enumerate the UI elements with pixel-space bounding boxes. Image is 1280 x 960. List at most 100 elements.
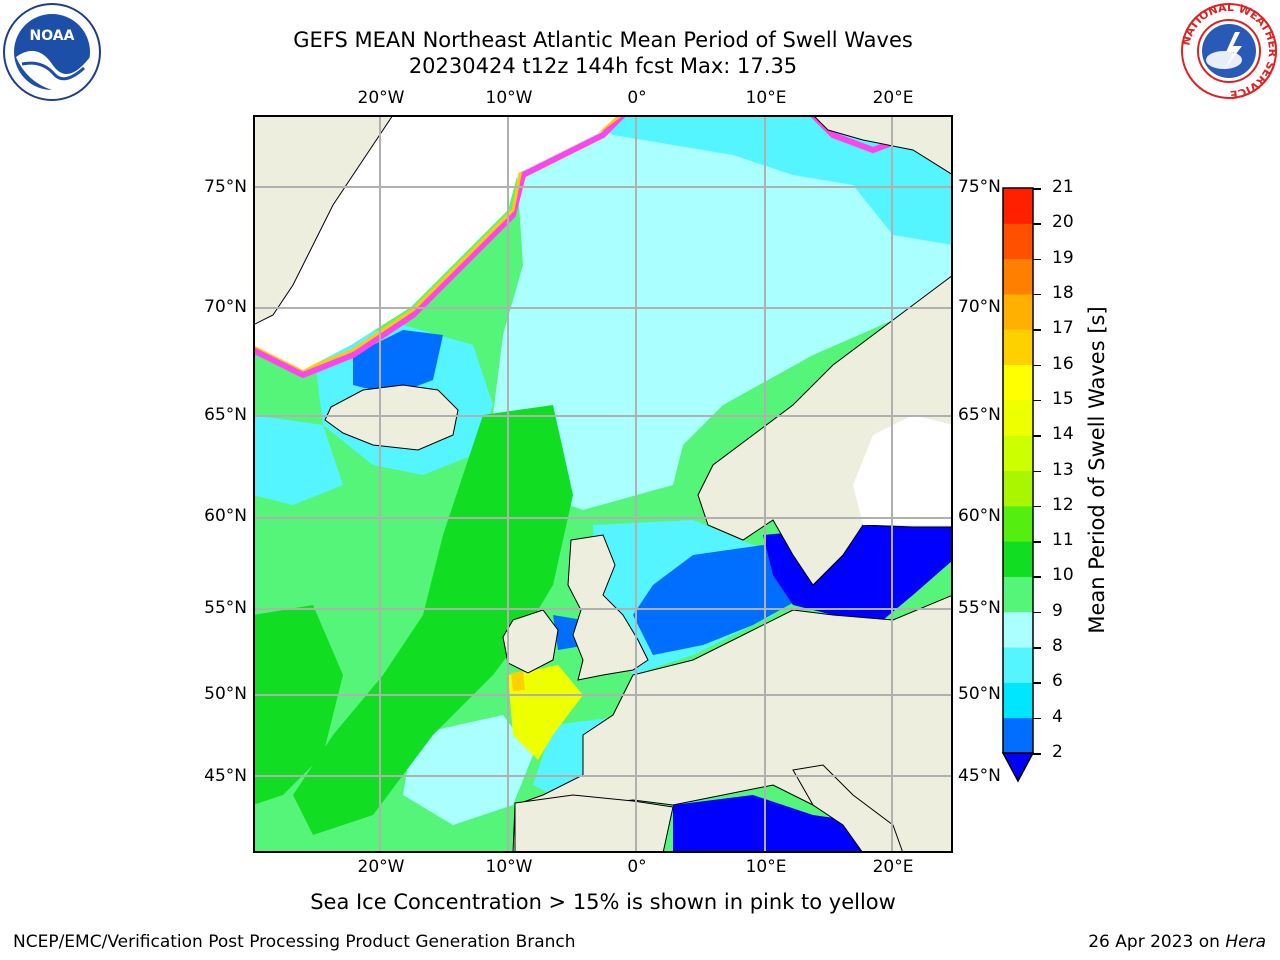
colorbar-tick-label: 15 [1052, 388, 1074, 409]
colorbar-tick [1033, 188, 1041, 190]
lat-label-right: 70°N [958, 297, 1001, 317]
swell-zone-8-9s [403, 715, 533, 825]
colorbar-segment [1003, 293, 1033, 330]
lon-label-bottom: 10°E [745, 857, 787, 877]
swell-zone-10-11s [253, 605, 343, 805]
swell-zone-6-8s [253, 415, 343, 505]
svalbard [812, 115, 953, 176]
lon-label-bottom: 0° [627, 857, 647, 877]
lat-label-left: 60°N [204, 506, 247, 526]
colorbar-segment [1003, 647, 1033, 683]
colorbar-segment [1003, 188, 1033, 224]
swell-zone-16-17s [511, 671, 525, 691]
nws-logo: NATIONAL WEATHER SERVICE [1179, 1, 1279, 101]
colorbar-segment [1003, 435, 1033, 471]
iberia [514, 794, 674, 853]
colorbar-tick [1033, 258, 1041, 261]
colorbar-tick [1033, 399, 1041, 402]
lon-label-bottom: 20°E [872, 857, 914, 877]
colorbar-tick [1033, 435, 1041, 437]
colorbar-tick [1033, 293, 1041, 296]
iceland [324, 384, 459, 451]
lat-label-left: 50°N [204, 684, 247, 704]
colorbar-tick-label: 19 [1052, 247, 1074, 268]
colorbar-tick-label: 8 [1052, 636, 1063, 657]
colorbar-segment [1003, 470, 1033, 507]
swell-zone-2-4s [353, 330, 443, 395]
colorbar-segment [1003, 682, 1033, 719]
lat-label-right: 65°N [958, 405, 1001, 425]
colorbar-tick-label: 20 [1052, 212, 1074, 233]
lon-label-top: 0° [627, 88, 647, 108]
lat-label-right: 45°N [958, 766, 1001, 786]
swell-zone-8-9s [493, 115, 953, 510]
lon-label-top: 20°E [872, 88, 914, 108]
gulf-mask [853, 415, 953, 525]
colorbar [1001, 187, 1035, 783]
colorbar-tick [1033, 647, 1041, 649]
colorbar-tick-label: 11 [1052, 530, 1074, 551]
lat-label-left: 65°N [204, 405, 247, 425]
lat-label-left: 70°N [204, 297, 247, 317]
colorbar-tick-label: 18 [1052, 282, 1074, 303]
colorbar-segment [1003, 505, 1033, 542]
lon-label-bottom: 20°W [357, 857, 405, 877]
swell-zone-10-11s [293, 405, 573, 835]
colorbar-tick-label: 2 [1052, 742, 1063, 762]
colorbar-extension [1003, 753, 1033, 781]
swell-zone-14-16s [508, 665, 583, 760]
colorbar-segment [1003, 329, 1033, 366]
footer-date-text: 26 Apr 2023 on [1088, 932, 1226, 952]
ireland [502, 609, 559, 674]
colorbar-tick-label: 21 [1052, 177, 1074, 197]
swell-period-map [253, 115, 953, 853]
lon-label-top: 20°W [357, 88, 405, 108]
noaa-logo: NOAA [2, 2, 102, 102]
graticule [253, 115, 953, 853]
colorbar-segment [1003, 576, 1033, 613]
sea-ice-edge [253, 115, 626, 379]
colorbar-segment [1003, 399, 1033, 436]
colorbar-tick [1033, 717, 1041, 720]
colorbar-tick [1033, 611, 1041, 614]
colorbar-tick-label: 13 [1052, 459, 1074, 480]
colorbar-tick-label: 14 [1052, 424, 1074, 445]
colorbar-tick [1033, 576, 1041, 578]
colorbar-tick [1033, 364, 1041, 367]
map-frame [253, 115, 953, 853]
lon-label-bottom: 10°W [485, 857, 533, 877]
colorbar-segment [1003, 223, 1033, 260]
chart-title: GEFS MEAN Northeast Atlantic Mean Period… [293, 28, 913, 52]
colorbar-tick [1033, 505, 1041, 508]
colorbar-tick-label: 10 [1052, 565, 1074, 586]
colorbar-tick-label: 9 [1052, 600, 1063, 621]
colorbar-tick-label: 6 [1052, 671, 1063, 692]
colorbar-tick-label: 4 [1052, 706, 1063, 727]
lat-label-left: 55°N [204, 598, 247, 618]
chart-subtitle: 20230424 t12z 144h fcst Max: 17.35 [408, 54, 798, 78]
lat-label-left: 75°N [204, 177, 247, 197]
lon-label-top: 10°W [485, 88, 533, 108]
colorbar-segment [1003, 717, 1033, 754]
colorbar-tick [1033, 753, 1041, 755]
great-britain [567, 534, 649, 681]
swell-zone-2-4s [633, 545, 813, 655]
footer-credit: NCEP/EMC/Verification Post Processing Pr… [13, 932, 576, 952]
colorbar-tick-label: 17 [1052, 318, 1074, 339]
greenland-coast [253, 115, 394, 326]
colorbar-tick [1033, 541, 1041, 543]
lat-label-left: 45°N [204, 766, 247, 786]
colorbar-tick [1033, 682, 1041, 684]
colorbar-segment [1003, 364, 1033, 401]
colorbar-tick-label: 12 [1052, 494, 1074, 515]
colorbar-label: Mean Period of Swell Waves [s] [1085, 306, 1109, 634]
lon-label-top: 10°E [745, 88, 787, 108]
colorbar-tick [1033, 223, 1041, 225]
colorbar-tick-label: 16 [1052, 353, 1074, 374]
colorbar-tick [1033, 329, 1041, 331]
colorbar-tick [1033, 470, 1041, 472]
lat-label-right: 60°N [958, 506, 1001, 526]
lat-label-right: 75°N [958, 177, 1001, 197]
swell-zone-under-2s [673, 795, 893, 853]
lat-label-right: 50°N [958, 684, 1001, 704]
